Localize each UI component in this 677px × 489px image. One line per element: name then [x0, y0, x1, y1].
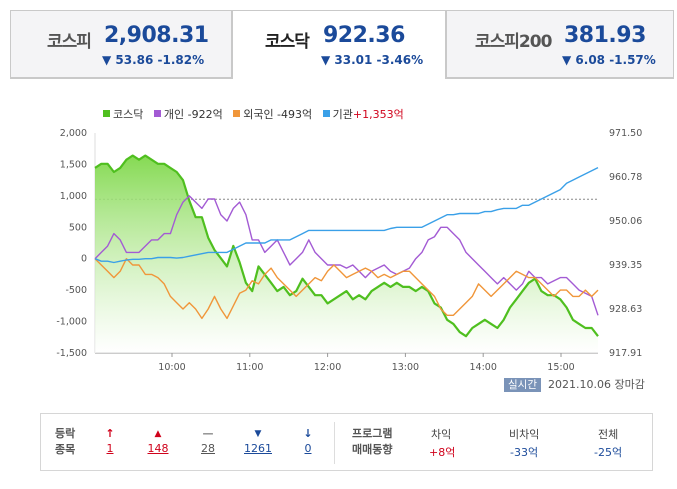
right-axis-tick-label: 917.91 — [609, 348, 642, 359]
breadth-label-line2: 종목 — [55, 443, 76, 456]
left-axis-tick-label: -500 — [65, 285, 87, 296]
unchanged-count[interactable]: 28 — [201, 442, 215, 455]
lower-limit-icon: ↓ — [303, 427, 313, 440]
x-axis-tick-label: 14:00 — [470, 362, 497, 373]
legend-foreign-label: 외국인 -493억 — [243, 108, 313, 121]
left-axis-tick-label: 1,000 — [60, 191, 87, 202]
total-value: -25억 — [594, 446, 623, 459]
left-axis-tick-label: -1,500 — [56, 348, 87, 359]
arbitrage-value: +8억 — [429, 446, 456, 459]
tab-kospi[interactable]: 코스피 2,908.31 ▼ 53.86 -1.82% — [10, 10, 232, 78]
left-axis-tick-label: 2,000 — [60, 128, 87, 139]
x-axis-tick-label: 10:00 — [158, 362, 185, 373]
right-axis-tick-label: 971.50 — [609, 128, 642, 139]
right-axis-tick-label: 960.78 — [609, 172, 642, 183]
down-count[interactable]: 1261 — [244, 442, 272, 455]
up-triangle-icon: ▲ — [154, 429, 162, 439]
up-count[interactable]: 148 — [147, 442, 169, 455]
legend-institution-label: 기관 — [332, 108, 353, 121]
legend-institution-value: +1,353억 — [352, 108, 404, 121]
tab-kosdaq-name: 코스닥 — [265, 32, 310, 52]
right-axis-tick-label: 939.35 — [609, 260, 642, 271]
down-triangle-icon: ▼ — [254, 429, 262, 439]
tab-kospi200[interactable]: 코스피200 381.93 ▼ 6.08 -1.57% — [446, 10, 674, 78]
arbitrage-header: 차익 — [431, 428, 452, 441]
legend-foreign: 외국인 -493억 — [233, 108, 312, 121]
market-status: 실시간 2021.10.06 장마감 — [504, 376, 645, 392]
legend-institution-swatch — [322, 110, 330, 117]
realtime-badge: 실시간 — [504, 378, 541, 392]
footer-divider — [334, 422, 335, 464]
legend-individual: 개인 -922억 — [153, 108, 223, 121]
program-label-line1: 프로그램 — [352, 427, 393, 440]
tab-kospi200-name: 코스피200 — [475, 32, 552, 52]
program-label-line2: 매매동향 — [352, 443, 393, 456]
status-state: 장마감 — [614, 378, 645, 391]
tab-kospi-value: 2,908.31 — [104, 23, 209, 48]
x-axis-tick-label: 12:00 — [314, 362, 341, 373]
foreign-series-line — [94, 258, 599, 320]
upper-limit-count[interactable]: 1 — [106, 442, 114, 455]
x-axis-tick-label: 15:00 — [547, 362, 574, 373]
left-axis-tick-label: 500 — [69, 222, 87, 233]
tab-kosdaq-value: 922.36 — [323, 23, 405, 48]
market-breadth-panel: 등락 종목 ↑ 1 ▲ 148 — 28 ▼ 1261 ↓ 0 프로그램 매매동… — [40, 413, 653, 471]
left-axis-tick-label: 0 — [81, 254, 87, 265]
tab-kospi200-change: ▼ 6.08 -1.57% — [562, 53, 656, 67]
tab-kospi-change: ▼ 53.86 -1.82% — [102, 53, 205, 67]
lower-limit-count[interactable]: 0 — [304, 442, 312, 455]
legend-foreign-swatch — [233, 110, 241, 117]
breadth-up[interactable]: ▲ 148 — [138, 426, 178, 455]
breadth-upper-limit[interactable]: ↑ 1 — [90, 426, 130, 455]
total-header: 전체 — [598, 428, 619, 441]
right-axis-tick-label: 950.06 — [609, 216, 642, 227]
breadth-label: 등락 종목 — [55, 426, 75, 458]
chart-legend: 코스닥 개인 -922억 외국인 -493억 기관+1,353억 — [103, 106, 411, 122]
legend-kosdaq-swatch — [103, 110, 110, 117]
kosdaq-area — [95, 155, 598, 353]
left-axis-tick-label: 1,500 — [60, 159, 87, 170]
unchanged-dash-icon: — — [202, 427, 214, 440]
breadth-down[interactable]: ▼ 1261 — [238, 426, 278, 455]
right-axis-tick-label: 928.63 — [609, 304, 642, 315]
institution-series-line — [94, 166, 599, 264]
upper-limit-icon: ↑ — [105, 427, 115, 440]
tab-kosdaq-change: ▼ 33.01 -3.46% — [321, 53, 424, 67]
legend-individual-label: 개인 -922억 — [163, 108, 223, 121]
tab-kosdaq[interactable]: 코스닥 922.36 ▼ 33.01 -3.46% — [232, 10, 446, 79]
x-axis-tick-label: 13:00 — [392, 362, 419, 373]
x-axis-tick-label: 11:00 — [236, 362, 263, 373]
kosdaq-series-line — [94, 154, 599, 338]
legend-individual-swatch — [153, 110, 161, 117]
left-axis-tick-label: -1,000 — [56, 317, 87, 328]
breadth-lower-limit[interactable]: ↓ 0 — [288, 426, 328, 455]
non-arbitrage-header: 비차익 — [509, 428, 540, 441]
status-datetime: 2021.10.06 — [547, 378, 611, 391]
breadth-label-line1: 등락 — [55, 427, 76, 440]
breadth-unchanged[interactable]: — 28 — [188, 426, 228, 455]
tab-kospi-name: 코스피 — [47, 32, 92, 52]
legend-kosdaq-label: 코스닥 — [113, 108, 144, 121]
index-tabs: 코스피 2,908.31 ▼ 53.86 -1.82% 코스닥 922.36 ▼… — [10, 10, 674, 80]
individual-series-line — [94, 195, 599, 316]
program-trading-label: 프로그램 매매동향 — [352, 426, 392, 458]
legend-institution: 기관+1,353억 — [322, 108, 404, 121]
non-arbitrage-value: -33억 — [510, 446, 539, 459]
tab-kospi200-value: 381.93 — [564, 23, 646, 48]
legend-kosdaq: 코스닥 — [103, 108, 143, 121]
